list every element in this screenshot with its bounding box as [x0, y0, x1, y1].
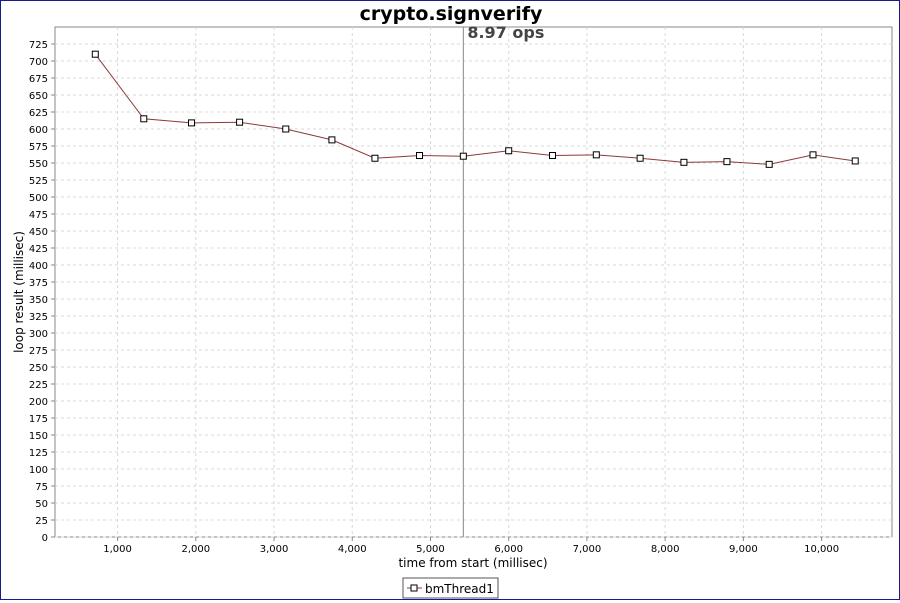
- y-tick-label: 625: [29, 108, 48, 119]
- y-axis-label: loop result (millisec): [12, 231, 26, 353]
- y-tick-label: 0: [42, 533, 48, 544]
- y-tick-label: 525: [29, 176, 48, 187]
- y-tick-label: 600: [29, 125, 48, 136]
- y-tick-label: 350: [29, 295, 48, 306]
- ops-marker-label: 8.97 ops: [467, 23, 544, 42]
- data-point: [328, 136, 336, 144]
- y-tick-label: 50: [35, 499, 48, 510]
- data-point: [549, 152, 557, 160]
- y-tick-label: 675: [29, 74, 48, 85]
- x-tick-label: 9,000: [729, 544, 758, 555]
- y-tick-label: 175: [29, 414, 48, 425]
- plot-area: [54, 26, 893, 538]
- data-point: [371, 154, 379, 162]
- y-tick-label: 225: [29, 380, 48, 391]
- y-tick-label: 650: [29, 91, 48, 102]
- y-tick-label: 25: [35, 516, 48, 527]
- x-tick-label: 2,000: [181, 544, 210, 555]
- legend-swatch-marker: [410, 584, 418, 592]
- y-tick-label: 125: [29, 448, 48, 459]
- y-tick-label: 700: [29, 57, 48, 68]
- grid-layer: [55, 27, 892, 538]
- y-tick-label: 400: [29, 261, 48, 272]
- data-point: [680, 158, 688, 166]
- y-tick-label: 275: [29, 346, 48, 357]
- x-tick-label: 4,000: [338, 544, 367, 555]
- series-layer: [91, 50, 859, 168]
- x-tick-label: 8,000: [651, 544, 680, 555]
- x-tick-label: 1,000: [103, 544, 132, 555]
- y-tick-label: 250: [29, 363, 48, 374]
- data-point: [809, 151, 817, 159]
- data-point: [282, 125, 290, 133]
- legend-box: [402, 577, 499, 599]
- y-tick-label: 575: [29, 142, 48, 153]
- y-tick-label: 300: [29, 329, 48, 340]
- x-tick-label: 10,000: [804, 544, 839, 555]
- x-tick-label: 7,000: [573, 544, 602, 555]
- y-tick-label: 150: [29, 431, 48, 442]
- y-tick-label: 725: [29, 40, 48, 51]
- data-point: [459, 152, 467, 160]
- data-point: [188, 119, 196, 127]
- series-line: [94, 53, 856, 165]
- x-tick-label: 6,000: [494, 544, 523, 555]
- data-point: [851, 157, 859, 165]
- y-tick-label: 450: [29, 227, 48, 238]
- y-tick-label: 325: [29, 312, 48, 323]
- legend-entry-label: bmThread1: [425, 582, 494, 596]
- data-point: [723, 158, 731, 166]
- data-point: [592, 151, 600, 159]
- data-point: [416, 152, 424, 160]
- legend: bmThread1: [402, 577, 499, 599]
- chart-title: crypto.signverify: [360, 3, 543, 25]
- x-axis-label: time from start (millisec): [398, 556, 547, 570]
- data-point: [140, 115, 148, 123]
- data-point: [636, 154, 644, 162]
- data-point: [236, 118, 244, 126]
- y-tick-label: 475: [29, 210, 48, 221]
- y-tick-label: 425: [29, 244, 48, 255]
- data-point: [765, 160, 773, 168]
- data-point: [91, 50, 99, 58]
- x-tick-label: 3,000: [260, 544, 289, 555]
- y-tick-label: 75: [35, 482, 48, 493]
- y-tick-label: 100: [29, 465, 48, 476]
- data-point: [505, 147, 513, 155]
- y-tick-label: 200: [29, 397, 48, 408]
- x-tick-label: 5,000: [416, 544, 445, 555]
- y-tick-label: 375: [29, 278, 48, 289]
- y-tick-label: 500: [29, 193, 48, 204]
- axis-layer: 0 25 50 75 100 125 150 175 200 225 250 275 300 325 350…: [29, 40, 839, 555]
- y-tick-label: 550: [29, 159, 48, 170]
